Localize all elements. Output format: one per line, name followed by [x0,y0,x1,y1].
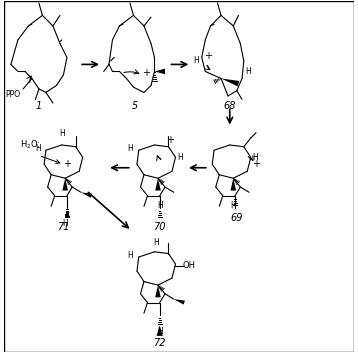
Text: H: H [231,201,236,210]
Text: H: H [35,144,41,153]
Text: H: H [194,56,199,65]
Text: OH: OH [183,261,195,270]
Polygon shape [81,192,92,198]
Text: H: H [153,238,159,246]
Text: 70: 70 [154,222,166,232]
Text: +: + [166,135,174,145]
Text: H: H [177,153,183,162]
Text: H: H [157,201,163,210]
Polygon shape [174,299,185,305]
Text: H: H [252,153,258,162]
Text: 72: 72 [154,337,166,348]
Text: 71: 71 [57,222,70,232]
Text: H: H [128,251,134,260]
Polygon shape [62,178,68,191]
Text: PPO: PPO [6,90,21,99]
Text: +: + [252,159,260,169]
Text: 5: 5 [132,101,138,111]
Text: H: H [128,144,134,153]
Text: H: H [59,129,64,138]
Polygon shape [155,285,161,297]
Text: 68: 68 [223,101,236,111]
Text: H: H [157,327,163,336]
Text: 69: 69 [231,213,243,223]
Text: +: + [142,68,150,78]
Polygon shape [221,78,240,86]
Polygon shape [156,325,163,336]
Text: H: H [246,67,251,76]
Text: H$_2$O:: H$_2$O: [20,139,40,151]
Polygon shape [155,178,161,191]
Polygon shape [155,68,165,74]
Text: 1: 1 [36,101,42,111]
Polygon shape [231,178,236,191]
Text: +: + [63,159,71,169]
Text: H: H [62,219,68,228]
Text: +: + [204,51,212,61]
